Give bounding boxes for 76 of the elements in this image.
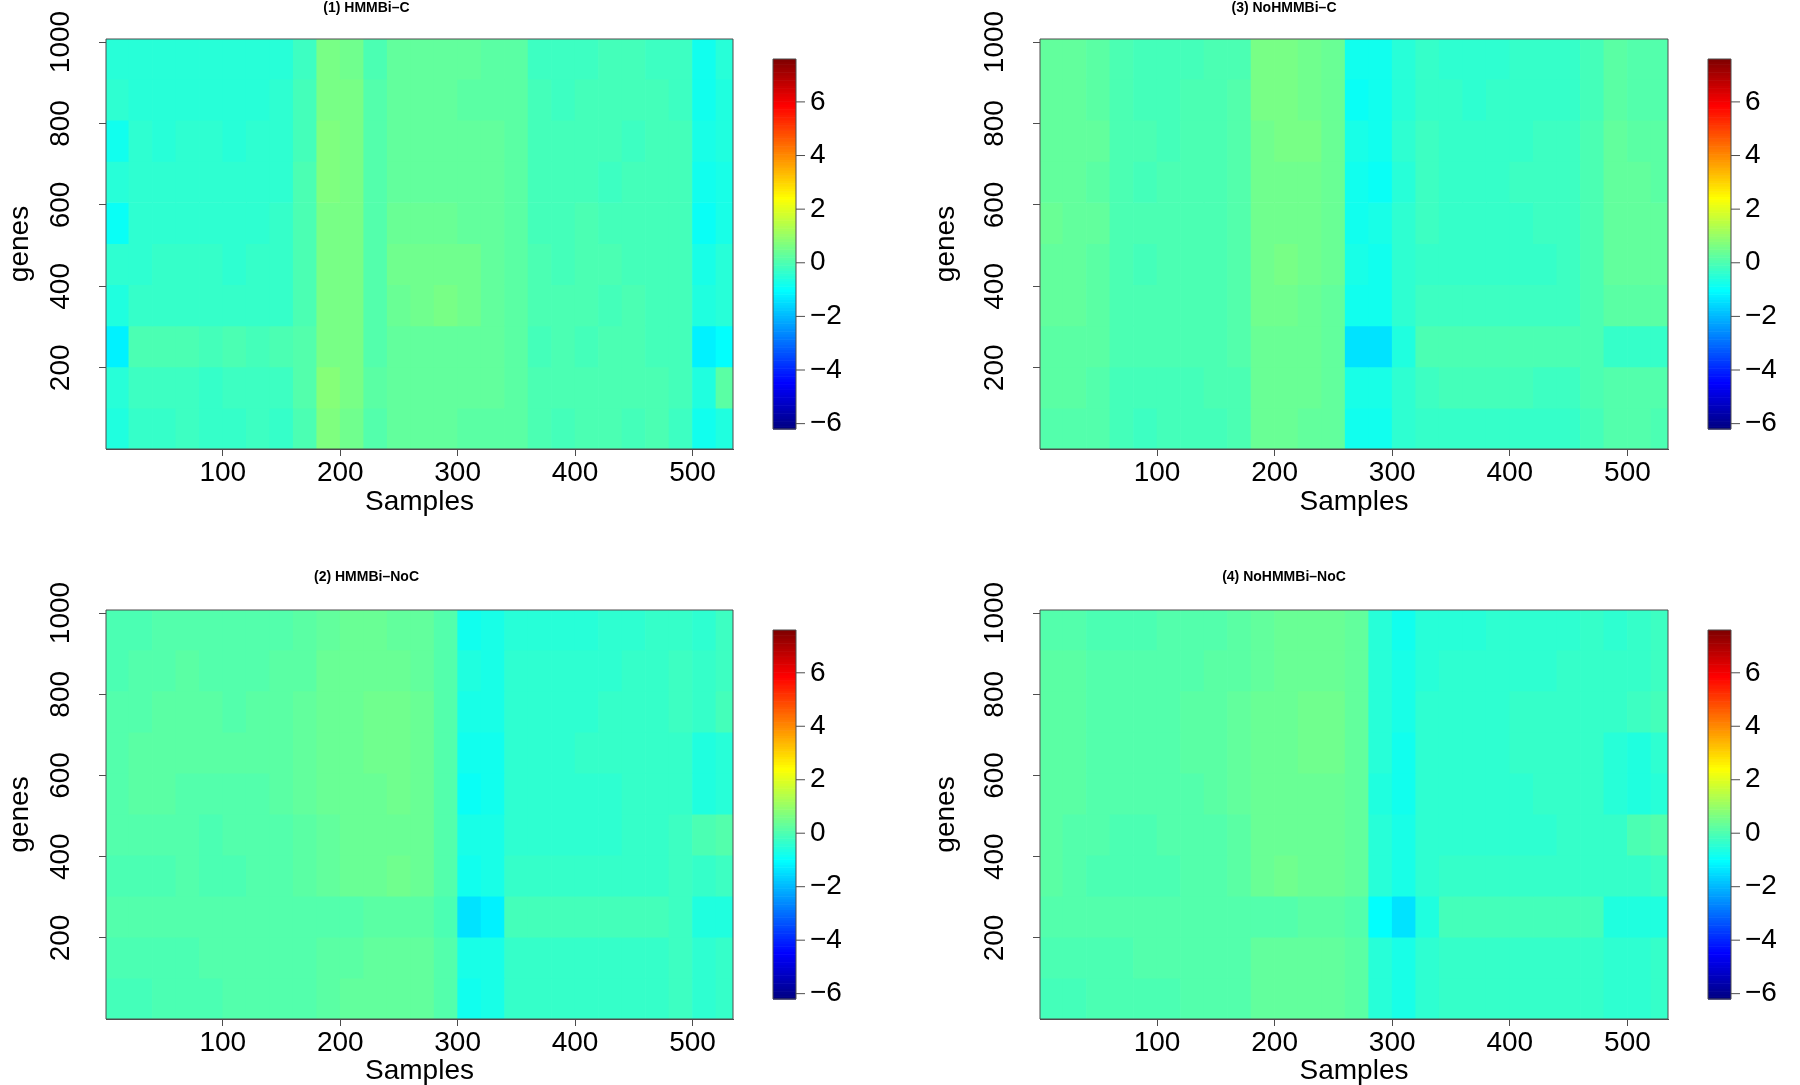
color-bar-label: 6 — [810, 655, 826, 687]
x-tick-label: 300 — [1368, 455, 1416, 487]
color-bar-label: 0 — [1745, 815, 1761, 847]
x-tick-label: 100 — [1133, 1025, 1181, 1057]
color-bar-label: −4 — [1745, 922, 1777, 954]
chart-title: (2) HMMBi–NoC — [314, 567, 419, 584]
x-tick-label: 400 — [1486, 455, 1534, 487]
color-bar-label: 4 — [810, 138, 826, 170]
color-bar-label: −4 — [810, 922, 842, 954]
x-tick-label: 200 — [1251, 455, 1298, 487]
y-tick-label: 1000 — [977, 581, 1009, 645]
color-bar-label: 2 — [1745, 762, 1761, 794]
chart-title: (3) NoHMMBi–C — [1231, 0, 1337, 15]
y-axis-title: genes — [928, 776, 960, 853]
y-axis-title: genes — [928, 205, 960, 283]
chart-title: (4) NoHMMBi–NoC — [1222, 567, 1346, 584]
y-tick-label: 1000 — [43, 10, 75, 74]
color-bar-label: −6 — [810, 976, 842, 1008]
color-bar-label: 2 — [810, 191, 826, 223]
color-bar-label: 2 — [810, 762, 826, 794]
x-tick-label: 100 — [199, 455, 247, 487]
y-tick-label: 400 — [43, 833, 75, 881]
x-tick-label: 300 — [434, 455, 482, 487]
color-bar-label: 0 — [1745, 245, 1761, 277]
x-tick-label: 400 — [551, 455, 599, 487]
color-bar-label: −2 — [810, 299, 842, 331]
x-tick-label: 500 — [669, 455, 716, 487]
color-bar-label: 4 — [1745, 138, 1761, 170]
y-tick-label: 600 — [43, 181, 75, 229]
chart-title: (1) HMMBi–C — [323, 0, 410, 15]
color-bar-label: −6 — [1745, 406, 1777, 438]
y-tick-label: 600 — [977, 752, 1009, 799]
x-tick-label: 200 — [316, 1025, 364, 1057]
x-axis-title: Samples — [365, 484, 474, 516]
x-tick-label: 500 — [1604, 455, 1651, 487]
y-tick-label: 200 — [977, 914, 1009, 962]
color-bar-label: 2 — [1745, 191, 1761, 223]
x-tick-label: 400 — [551, 1025, 599, 1057]
y-axis-title: genes — [2, 776, 34, 853]
y-tick-label: 400 — [977, 262, 1009, 310]
color-bar-label: 4 — [810, 708, 826, 740]
y-tick-label: 600 — [43, 752, 75, 799]
color-bar-label: 6 — [1745, 84, 1761, 116]
color-bar-label: −2 — [1745, 869, 1777, 901]
x-tick-label: 500 — [1604, 1025, 1651, 1057]
y-tick-label: 200 — [43, 344, 75, 392]
x-axis-title: Samples — [1299, 484, 1409, 516]
color-bar-label: −6 — [810, 406, 842, 438]
color-bar-label: 6 — [1745, 655, 1761, 687]
y-tick-label: 200 — [977, 344, 1009, 392]
x-tick-label: 200 — [1251, 1025, 1298, 1057]
x-tick-label: 100 — [199, 1025, 247, 1057]
y-tick-label: 1000 — [43, 581, 75, 645]
color-bar-label: −6 — [1745, 976, 1777, 1008]
color-bar-label: 6 — [810, 84, 826, 116]
color-bar-label: −4 — [1745, 352, 1777, 384]
x-tick-label: 200 — [316, 455, 364, 487]
color-bar-label: 4 — [1745, 708, 1761, 740]
y-tick-label: 800 — [977, 670, 1009, 718]
color-bar-label: 0 — [810, 815, 826, 847]
y-tick-label: 1000 — [977, 10, 1009, 74]
y-tick-label: 400 — [977, 833, 1009, 881]
color-bar-label: −2 — [810, 869, 842, 901]
x-tick-label: 400 — [1486, 1025, 1534, 1057]
color-bar-label: 0 — [810, 245, 826, 277]
y-tick-label: 800 — [43, 100, 75, 147]
y-axis-title: genes — [2, 205, 34, 283]
y-tick-label: 200 — [43, 914, 75, 962]
x-tick-label: 500 — [669, 1025, 716, 1057]
y-tick-label: 800 — [977, 100, 1009, 147]
x-tick-label: 100 — [1133, 455, 1181, 487]
y-tick-label: 800 — [43, 670, 75, 718]
color-bar-label: −4 — [810, 352, 842, 384]
y-tick-label: 600 — [977, 181, 1009, 229]
color-bar-label: −2 — [1745, 299, 1777, 331]
y-tick-label: 400 — [43, 262, 75, 310]
